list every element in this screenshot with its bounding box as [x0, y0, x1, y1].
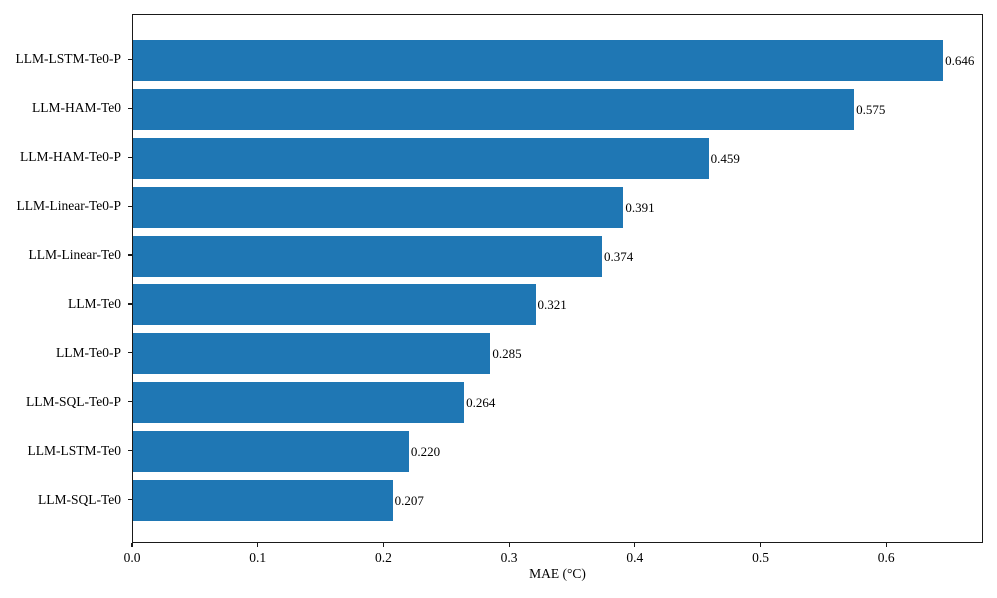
- y-tick-mark: [128, 450, 132, 452]
- y-tick-mark: [128, 205, 132, 207]
- plot-area: 0.646 0.575 0.459 0.391 0.374 0.321 0.285 0.264…: [132, 14, 983, 543]
- bar-value-label: 0.285: [492, 346, 522, 362]
- x-tick-mark: [508, 543, 510, 547]
- x-tick-mark: [131, 543, 133, 547]
- bar-value-label: 0.220: [410, 444, 441, 460]
- bar-value-label: 0.374: [604, 248, 634, 264]
- y-tick-label: LLM-LSTM-Te0: [27, 442, 121, 458]
- x-tick-mark: [634, 543, 636, 547]
- bar-row: 0.575: [133, 85, 982, 134]
- bar: [133, 382, 465, 424]
- bar-value-label: 0.391: [625, 199, 655, 215]
- bar-value-label: 0.321: [537, 297, 567, 313]
- bar: [133, 480, 393, 522]
- y-tick-mark: [128, 303, 132, 305]
- y-tick-label: LLM-HAM-Te0: [31, 100, 121, 116]
- bar-row: 0.220: [133, 427, 982, 476]
- bar: [133, 186, 624, 228]
- x-tick-mark: [257, 543, 259, 547]
- x-axis-title: MAE (°C): [529, 566, 586, 581]
- bar: [133, 333, 491, 375]
- y-tick-label: LLM-SQL-Te0-P: [25, 393, 121, 409]
- bar-row: 0.459: [133, 134, 982, 183]
- bar: [133, 88, 855, 130]
- y-tick-mark: [128, 498, 132, 501]
- bar: [133, 39, 944, 81]
- y-tick-label: LLM-Linear-Te0-P: [16, 198, 122, 214]
- x-tick-label: 0.5: [752, 550, 769, 565]
- x-tick-label: 0.2: [374, 550, 392, 565]
- x-tick-label: 0.3: [500, 550, 518, 565]
- y-tick-mark: [128, 401, 132, 403]
- x-tick-label: 0.0: [123, 550, 141, 565]
- bar-row: 0.646: [133, 36, 982, 85]
- bar-row: 0.285: [133, 329, 982, 378]
- y-tick-label: LLM-Te0-P: [55, 344, 121, 360]
- y-tick-label: LLM-LSTM-Te0-P: [15, 51, 121, 67]
- bar-row: 0.321: [133, 281, 982, 330]
- y-tick-label: LLM-Te0: [67, 295, 121, 311]
- y-tick-mark: [128, 254, 132, 256]
- y-tick-label: LLM-Linear-Te0: [28, 247, 122, 263]
- bar-row: 0.264: [133, 378, 982, 427]
- y-tick-label: LLM-HAM-Te0-P: [19, 149, 121, 165]
- y-tick-label: LLM-SQL-Te0: [37, 491, 121, 507]
- x-tick-mark: [382, 543, 384, 547]
- x-tick-mark: [759, 543, 762, 547]
- bar-value-label: 0.646: [945, 52, 975, 68]
- y-tick-mark: [128, 58, 132, 61]
- bar-row: 0.207: [133, 476, 982, 525]
- x-tick-label: 0.1: [249, 550, 267, 565]
- y-tick-mark: [128, 352, 132, 354]
- bar: [133, 137, 709, 179]
- y-tick-mark: [128, 107, 132, 109]
- x-tick-label: 0.6: [877, 550, 895, 565]
- bar: [133, 284, 536, 326]
- x-tick-mark: [885, 543, 887, 547]
- bar-value-label: 0.575: [856, 101, 886, 117]
- bar-row: 0.374: [133, 232, 982, 281]
- x-tick-label: 0.4: [626, 550, 644, 565]
- bar-value-label: 0.264: [466, 395, 496, 411]
- bar-value-label: 0.207: [394, 493, 424, 509]
- bar-value-label: 0.459: [710, 150, 740, 166]
- y-tick-mark: [128, 156, 132, 158]
- bar-row: 0.391: [133, 183, 982, 232]
- bar: [133, 431, 409, 473]
- bar: [133, 235, 603, 277]
